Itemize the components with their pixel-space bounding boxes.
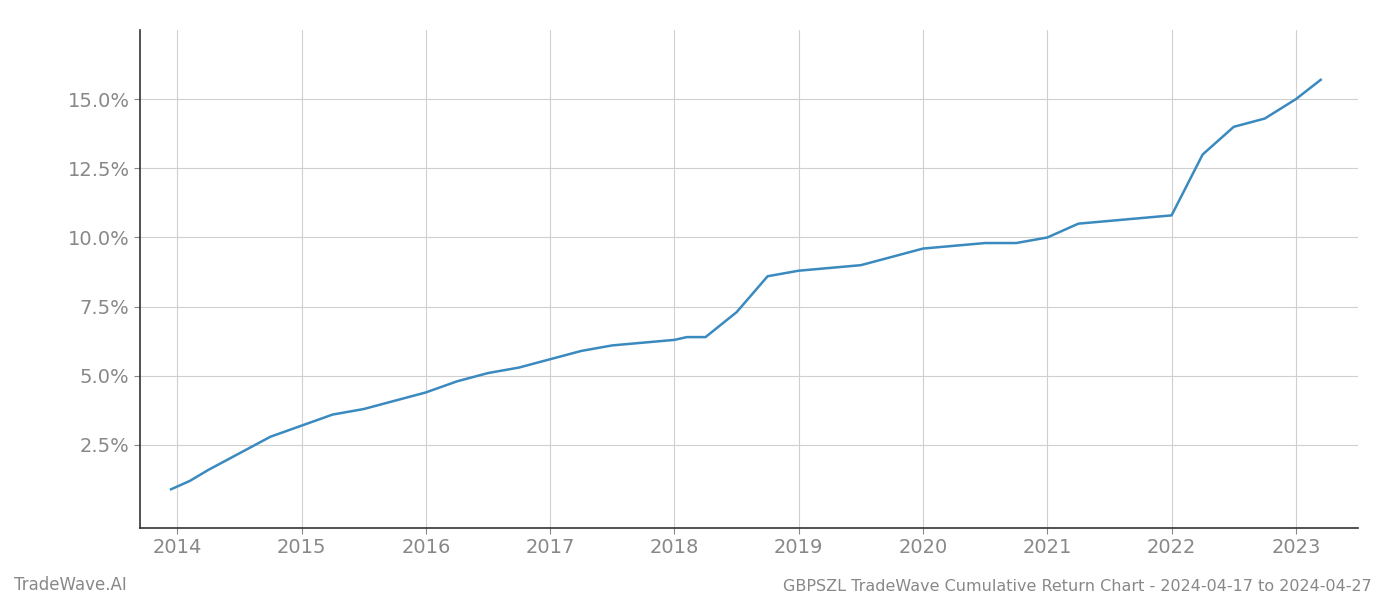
Text: TradeWave.AI: TradeWave.AI — [14, 576, 127, 594]
Text: GBPSZL TradeWave Cumulative Return Chart - 2024-04-17 to 2024-04-27: GBPSZL TradeWave Cumulative Return Chart… — [783, 579, 1372, 594]
